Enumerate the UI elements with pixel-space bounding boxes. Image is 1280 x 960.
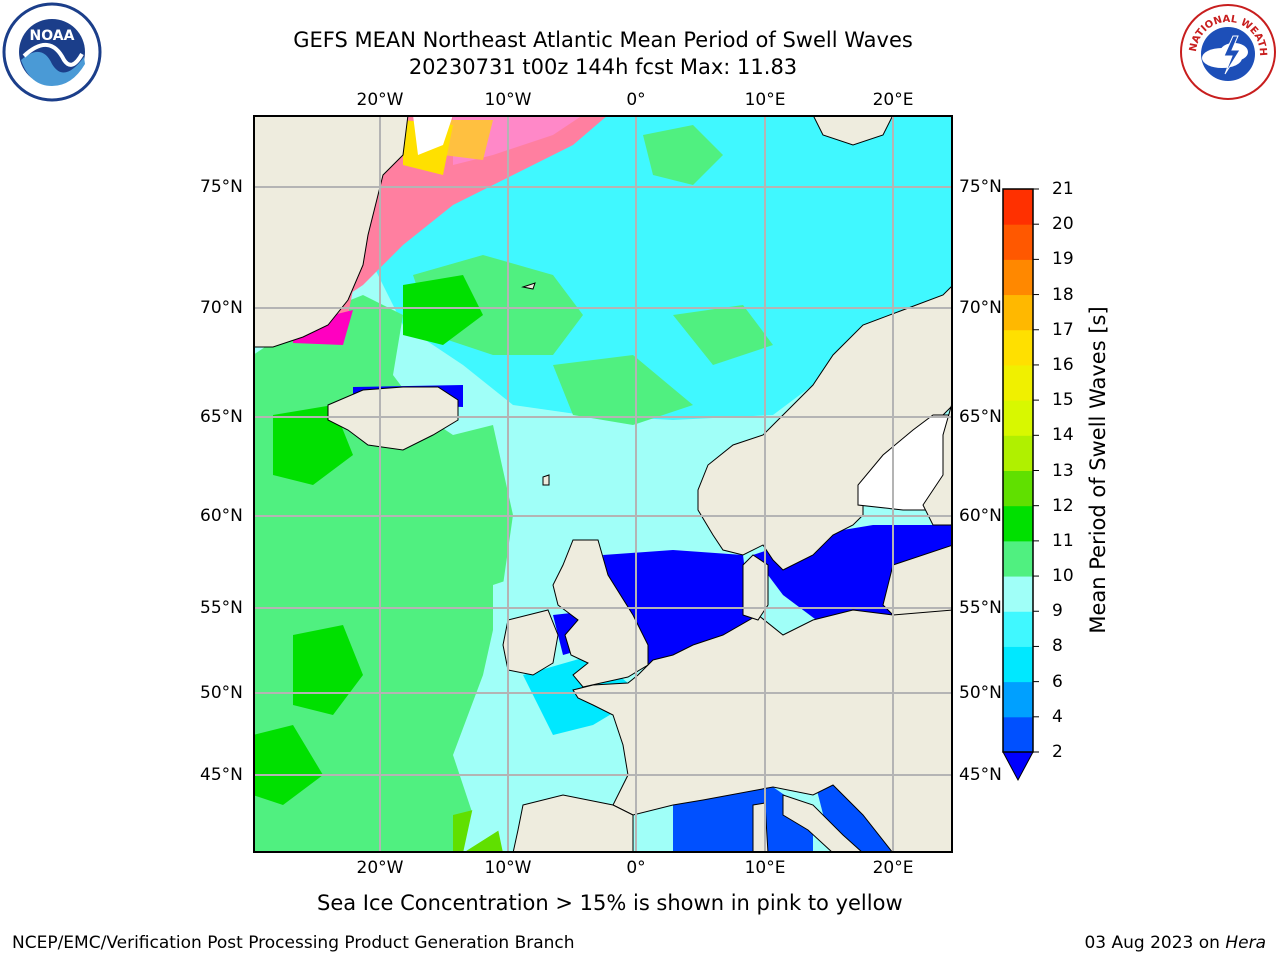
lat-label-left-65n: 65°N xyxy=(200,407,243,427)
colorbar-tick-label: 10 xyxy=(1052,566,1074,587)
colorbar-tick-label: 14 xyxy=(1052,425,1074,446)
colorbar-segment xyxy=(1003,435,1033,471)
lat-label-left-60n: 60°N xyxy=(200,506,243,526)
swell-period-map xyxy=(253,115,953,853)
colorbar-segment xyxy=(1003,576,1033,612)
map-frame xyxy=(253,115,953,853)
colorbar-segments xyxy=(1003,189,1033,753)
lat-label-left-70n: 70°N xyxy=(200,298,243,318)
colorbar-tick-label: 6 xyxy=(1052,671,1063,692)
colorbar-segment xyxy=(1003,646,1033,683)
colorbar-tick-label: 11 xyxy=(1052,530,1074,551)
lat-label-left-55n: 55°N xyxy=(200,598,243,618)
lon-label-bottom-20w: 20°W xyxy=(356,858,404,878)
greenland-land xyxy=(253,115,409,348)
colorbar-segment xyxy=(1003,189,1033,225)
italy-land xyxy=(782,794,864,853)
colorbar-tick-label: 20 xyxy=(1052,214,1074,235)
colorbar-segment xyxy=(1003,681,1033,718)
colorbar-tick-label: 8 xyxy=(1052,636,1063,657)
date-text: 03 Aug 2023 on xyxy=(1084,933,1226,953)
lat-label-right-45n: 45°N xyxy=(959,765,1002,785)
credit-line: NCEP/EMC/Verification Post Processing Pr… xyxy=(12,933,575,953)
colorbar-tick-label: 21 xyxy=(1052,179,1074,199)
colorbar-segment xyxy=(1003,224,1033,260)
lon-label-bottom-0: 0° xyxy=(626,858,646,878)
sea-ice-note: Sea Ice Concentration > 15% is shown in … xyxy=(317,891,903,915)
svalbard-land xyxy=(812,115,894,146)
lon-label-top-20w: 20°W xyxy=(356,90,404,110)
colorbar-tick-label: 9 xyxy=(1052,601,1063,622)
lon-label-bottom-10e: 10°E xyxy=(744,858,786,878)
lat-label-left-75n: 75°N xyxy=(200,177,243,197)
colorbar-tick-label: 18 xyxy=(1052,284,1074,305)
colorbar-segment xyxy=(1003,294,1033,331)
colorbar-tick-label: 16 xyxy=(1052,354,1074,375)
lat-label-right-55n: 55°N xyxy=(959,598,1002,618)
date-line: 03 Aug 2023 on Hera xyxy=(1084,933,1266,953)
colorbar-segment xyxy=(1003,364,1033,401)
lat-label-right-50n: 50°N xyxy=(959,683,1002,703)
lat-label-left-45n: 45°N xyxy=(200,765,243,785)
lat-label-right-70n: 70°N xyxy=(959,298,1002,318)
lat-label-right-75n: 75°N xyxy=(959,177,1002,197)
greenland-ice-cap xyxy=(413,115,453,155)
svg-text:NOAA: NOAA xyxy=(30,28,75,44)
swell-period-field xyxy=(253,115,953,853)
colorbar-tick-label: 12 xyxy=(1052,495,1074,516)
lat-label-right-65n: 65°N xyxy=(959,407,1002,427)
lon-label-top-10e: 10°E xyxy=(744,90,786,110)
noaa-logo: NOAA xyxy=(2,2,102,102)
lon-label-bottom-20e: 20°E xyxy=(872,858,914,878)
ireland-land xyxy=(502,609,559,676)
colorbar-tick-label: 17 xyxy=(1052,319,1074,340)
colorbar-tick-marks xyxy=(1033,188,1039,753)
great-britain-land xyxy=(552,539,649,688)
graticule xyxy=(253,115,953,853)
colorbar-segment xyxy=(1003,716,1033,753)
colorbar-segment xyxy=(1003,259,1033,296)
colorbar-segment xyxy=(1003,470,1033,507)
colorbar-tick-label: 2 xyxy=(1052,742,1063,762)
denmark-land xyxy=(742,554,769,621)
finland-land xyxy=(922,399,953,526)
lon-label-top-0: 0° xyxy=(626,90,646,110)
faroe-land xyxy=(542,474,550,486)
colorbar-tick-label: 13 xyxy=(1052,460,1074,481)
colorbar-label: Mean Period of Swell Waves [s] xyxy=(1086,306,1110,634)
lon-label-bottom-10w: 10°W xyxy=(484,858,532,878)
jan-mayen-land xyxy=(521,282,536,290)
map-title: GEFS MEAN Northeast Atlantic Mean Period… xyxy=(293,28,913,52)
machine-name: Hera xyxy=(1225,933,1266,953)
colorbar-segment xyxy=(1003,329,1033,366)
map-subtitle-forecast: 20230731 t00z 144h fcst Max: 11.83 xyxy=(408,55,798,79)
colorbar-under-triangle xyxy=(1002,751,1034,782)
colorbar-tick-label: 4 xyxy=(1052,706,1063,727)
colorbar-segment xyxy=(1003,540,1033,577)
lon-label-top-20e: 20°E xyxy=(872,90,914,110)
colorbar-tick-label: 15 xyxy=(1052,390,1074,411)
colorbar-segment xyxy=(1003,505,1033,542)
iberia-land xyxy=(512,794,634,853)
colorbar-segment xyxy=(1003,611,1033,647)
nws-logo: NATIONAL WEATHER SERVICE xyxy=(1178,2,1276,100)
lon-label-top-10w: 10°W xyxy=(484,90,532,110)
lat-label-left-50n: 50°N xyxy=(200,683,243,703)
iceland-land xyxy=(327,386,459,451)
colorbar-tick-label: 19 xyxy=(1052,249,1074,270)
colorbar-segment xyxy=(1003,400,1033,436)
colorbar xyxy=(1002,188,1039,782)
lat-label-right-60n: 60°N xyxy=(959,506,1002,526)
